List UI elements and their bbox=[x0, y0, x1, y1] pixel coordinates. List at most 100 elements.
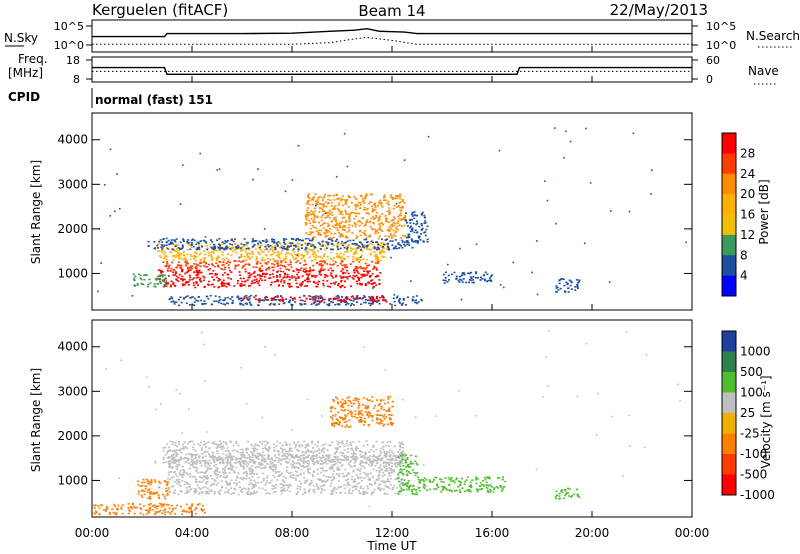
echo-cell bbox=[338, 201, 341, 204]
echo-cell bbox=[345, 301, 348, 304]
echo-cell bbox=[351, 248, 354, 251]
echo-cell bbox=[336, 459, 339, 461]
echo-cell bbox=[396, 225, 399, 228]
echo-cell bbox=[258, 240, 261, 243]
echo-cell bbox=[165, 503, 168, 506]
echo-cell bbox=[270, 284, 272, 286]
echo-cell bbox=[370, 493, 373, 496]
echo-cell bbox=[355, 486, 358, 488]
echo-cell bbox=[161, 241, 164, 244]
echo-cell bbox=[323, 268, 326, 271]
echo-cell bbox=[167, 239, 170, 242]
echo-cell bbox=[355, 249, 358, 252]
echo-cell bbox=[334, 281, 337, 283]
echo-cell bbox=[304, 243, 307, 245]
echo-cell bbox=[397, 463, 400, 466]
echo-cell bbox=[315, 304, 318, 306]
echo-cell bbox=[481, 488, 484, 490]
echo-cell bbox=[253, 243, 256, 246]
echo-cell bbox=[166, 494, 169, 496]
echo-cell bbox=[165, 280, 168, 282]
echo-cell bbox=[400, 219, 403, 222]
echo-cell bbox=[343, 402, 346, 404]
echo-cell bbox=[353, 271, 356, 274]
echo-cell bbox=[190, 242, 193, 244]
echo-cell bbox=[347, 227, 350, 229]
echo-cell bbox=[365, 208, 368, 211]
echo-cell bbox=[303, 454, 306, 456]
echo-cell bbox=[275, 484, 278, 486]
echo-cell bbox=[344, 418, 347, 420]
echo-cell bbox=[375, 469, 378, 472]
echo-cell bbox=[471, 479, 474, 481]
echo-cell bbox=[476, 478, 479, 480]
echo-cell bbox=[377, 475, 380, 477]
echo-cell bbox=[416, 214, 419, 217]
echo-cell bbox=[272, 266, 275, 269]
noise-speck bbox=[97, 290, 99, 293]
echo-cell bbox=[328, 298, 331, 300]
echo-cell bbox=[324, 236, 327, 238]
echo-cell bbox=[293, 298, 296, 300]
echo-cell bbox=[399, 206, 402, 209]
echo-cell bbox=[343, 257, 346, 260]
noise-speck bbox=[546, 199, 549, 202]
echo-cell bbox=[382, 246, 384, 248]
echo-cell bbox=[466, 476, 469, 478]
noise-speck bbox=[218, 168, 221, 170]
echo-cell bbox=[209, 485, 212, 487]
echo-cell bbox=[253, 240, 256, 242]
echo-cell bbox=[317, 250, 320, 252]
echo-cell bbox=[313, 488, 316, 491]
echo-cell bbox=[364, 405, 367, 407]
echo-cell bbox=[416, 242, 419, 244]
echo-cell bbox=[398, 460, 401, 462]
echo-cell bbox=[399, 462, 402, 465]
echo-cell bbox=[196, 276, 198, 279]
echo-cell bbox=[486, 273, 489, 275]
echo-cell bbox=[559, 278, 562, 281]
echo-cell bbox=[213, 455, 216, 458]
echo-cell bbox=[230, 457, 233, 459]
echo-cell bbox=[250, 304, 253, 306]
echo-cell bbox=[146, 509, 149, 512]
echo-cell bbox=[386, 229, 389, 231]
echo-cell bbox=[401, 303, 404, 305]
echo-cell bbox=[217, 245, 220, 248]
echo-cell bbox=[230, 239, 233, 242]
echo-cell bbox=[237, 260, 240, 262]
echo-cell bbox=[205, 245, 208, 247]
echo-cell bbox=[219, 462, 222, 465]
echo-cell bbox=[307, 237, 310, 240]
echo-cell bbox=[194, 286, 197, 289]
echo-cell bbox=[325, 469, 328, 472]
echo-cell bbox=[177, 460, 180, 463]
echo-cell bbox=[335, 274, 338, 277]
echo-cell bbox=[306, 273, 309, 276]
echo-cell bbox=[289, 484, 292, 487]
echo-cell bbox=[341, 299, 344, 302]
echo-cell bbox=[197, 493, 200, 495]
echo-cell bbox=[362, 198, 364, 200]
echo-cell bbox=[380, 202, 383, 204]
echo-cell bbox=[338, 257, 341, 259]
echo-cell bbox=[355, 243, 358, 246]
echo-cell bbox=[391, 198, 394, 201]
echo-cell bbox=[435, 488, 438, 490]
echo-cell bbox=[411, 230, 414, 232]
echo-cell bbox=[323, 484, 326, 487]
echo-cell bbox=[399, 471, 402, 474]
echo-cell bbox=[171, 461, 173, 464]
echo-cell bbox=[267, 299, 270, 301]
echo-cell bbox=[209, 243, 212, 246]
echo-cell bbox=[284, 458, 287, 461]
echo-cell bbox=[322, 206, 325, 208]
echo-cell bbox=[216, 265, 219, 267]
echo-cell bbox=[305, 222, 308, 225]
echo-cell bbox=[177, 493, 180, 496]
echo-cell bbox=[373, 282, 376, 284]
echo-cell bbox=[396, 222, 399, 224]
echo-cell bbox=[392, 468, 395, 471]
echo-cell bbox=[240, 249, 243, 251]
echo-cell bbox=[296, 474, 299, 477]
